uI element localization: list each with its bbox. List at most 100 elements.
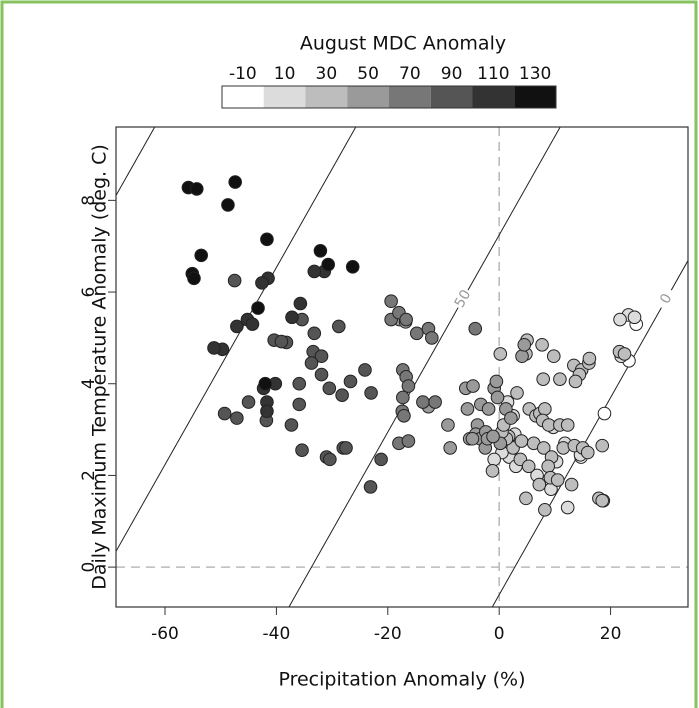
- point: [217, 406, 232, 421]
- legend-label: 90: [441, 64, 463, 84]
- point: [364, 386, 378, 400]
- legend-label: 110: [477, 64, 509, 84]
- legend-label: 30: [316, 64, 338, 84]
- point: [207, 341, 221, 355]
- point: [468, 321, 483, 336]
- point: [486, 429, 500, 444]
- point: [322, 381, 337, 396]
- point: [292, 376, 307, 391]
- point: [489, 374, 504, 389]
- point: [521, 459, 536, 474]
- contour-label: 50: [452, 287, 475, 310]
- point: [323, 452, 337, 467]
- point: [487, 452, 501, 467]
- point: [314, 349, 329, 364]
- plot-area: 050: [116, 127, 688, 607]
- legend-swatch: [389, 86, 431, 108]
- point: [535, 337, 549, 352]
- point: [613, 312, 627, 327]
- contour-line: [491, 259, 688, 607]
- point: [230, 319, 244, 334]
- point: [541, 459, 556, 474]
- point: [504, 411, 518, 425]
- legend-label: 130: [519, 64, 551, 84]
- point: [343, 374, 358, 389]
- point: [396, 390, 410, 405]
- point: [465, 431, 480, 446]
- point: [595, 438, 610, 453]
- point: [490, 390, 505, 405]
- point: [307, 326, 322, 341]
- legend-swatch: [347, 86, 389, 108]
- point: [441, 418, 455, 432]
- x-tick-label: -40: [263, 624, 291, 644]
- point: [553, 372, 567, 386]
- point: [401, 379, 416, 393]
- point: [274, 334, 289, 349]
- point: [493, 347, 508, 361]
- y-tick-label: 6: [79, 287, 99, 298]
- point: [582, 351, 597, 366]
- point: [416, 395, 430, 409]
- point: [194, 248, 209, 263]
- point: [460, 402, 475, 416]
- point: [519, 491, 533, 506]
- point: [374, 452, 388, 467]
- point: [255, 276, 269, 290]
- point: [568, 374, 583, 389]
- point: [510, 386, 524, 400]
- point: [443, 441, 457, 455]
- legend-frame: [221, 85, 557, 109]
- x-tick-label: 20: [600, 624, 622, 644]
- point: [260, 404, 274, 419]
- point: [538, 402, 552, 416]
- point: [564, 477, 579, 492]
- point: [595, 493, 610, 508]
- point: [189, 182, 204, 196]
- point: [339, 441, 353, 455]
- legend-swatch: [222, 86, 264, 108]
- x-axis-title: Precipitation Anomaly (%): [278, 669, 525, 691]
- point: [428, 395, 442, 409]
- point: [241, 395, 256, 409]
- point: [227, 273, 242, 288]
- legend-label: -10: [229, 64, 257, 84]
- point: [295, 443, 309, 458]
- point: [514, 434, 529, 448]
- point: [245, 317, 260, 331]
- point: [285, 310, 299, 325]
- point: [304, 356, 319, 370]
- point: [485, 464, 500, 478]
- point: [536, 441, 551, 455]
- y-tick-label: 0: [79, 562, 99, 573]
- y-tick-label: 8: [79, 195, 99, 206]
- point: [399, 312, 413, 327]
- point: [363, 480, 378, 494]
- point: [187, 271, 201, 286]
- legend-title: August MDC Anomaly: [300, 33, 506, 55]
- contour-line: [288, 127, 561, 607]
- x-tick-label: -60: [151, 624, 179, 644]
- point: [258, 376, 273, 391]
- y-axis-title: Daily Maximum Temperature Anomaly (deg. …: [89, 144, 111, 590]
- point: [617, 347, 632, 361]
- point: [307, 264, 322, 279]
- point: [517, 337, 532, 352]
- point: [397, 409, 411, 423]
- point: [251, 301, 265, 315]
- point: [424, 331, 439, 345]
- point: [627, 310, 642, 325]
- point: [532, 477, 547, 492]
- point: [293, 296, 308, 311]
- legend-label: 10: [274, 64, 296, 84]
- point: [358, 363, 372, 377]
- x-tick-label: 0: [494, 624, 505, 644]
- point: [560, 500, 575, 515]
- legend-label: 50: [357, 64, 379, 84]
- point: [515, 349, 529, 364]
- contour-line: [116, 127, 357, 553]
- legend-swatch: [305, 86, 348, 108]
- point: [538, 503, 552, 517]
- point: [546, 349, 561, 364]
